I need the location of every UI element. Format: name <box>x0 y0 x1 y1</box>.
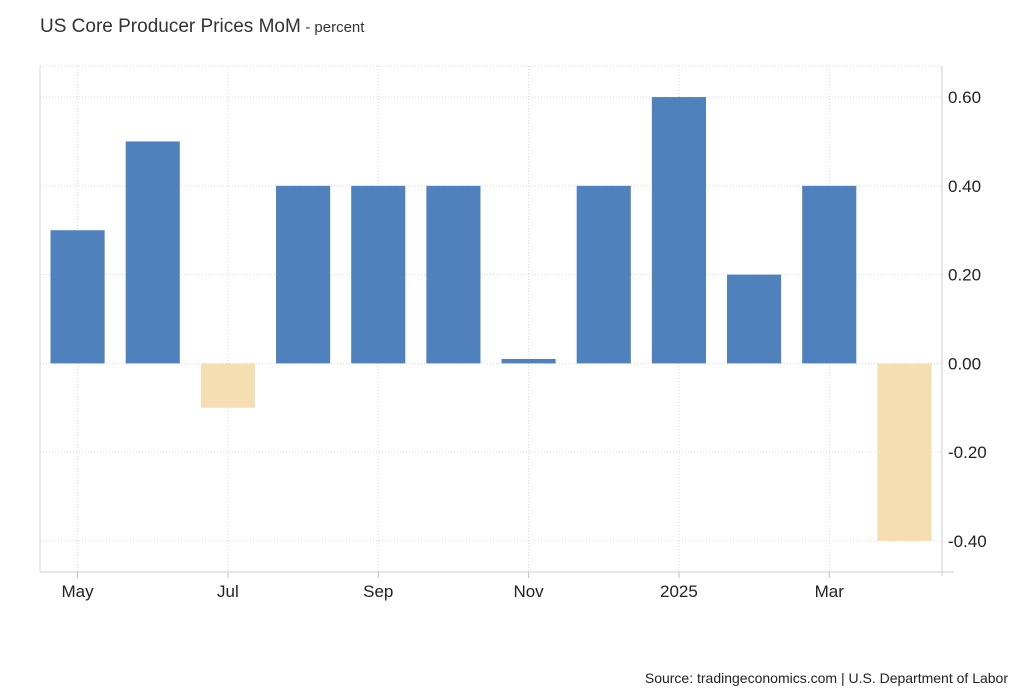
bar-2024-10[interactable] <box>426 185 481 364</box>
bar-2024-07[interactable] <box>200 363 255 408</box>
bar-2024-08[interactable] <box>276 185 331 364</box>
y-tick-label: 0.60 <box>948 88 981 107</box>
bar-chart: -0.40 -0.20 0.00 0.20 0.40 0.60 May Jul Sep Nov 20… <box>39 65 987 601</box>
y-tick-label: 0.00 <box>948 354 981 373</box>
bar-2025-03[interactable] <box>802 185 857 364</box>
y-tick-label: -0.40 <box>948 532 987 551</box>
y-tick-label: -0.20 <box>948 443 987 462</box>
source-note: Source: tradingeconomics.com | U.S. Depa… <box>644 670 1008 686</box>
bar-2024-06[interactable] <box>125 141 180 364</box>
y-tick-label: 0.40 <box>948 177 981 196</box>
bar-2025-04[interactable] <box>877 363 932 541</box>
bar-2024-12[interactable] <box>576 185 631 364</box>
bar-2025-01[interactable] <box>651 97 706 364</box>
bar-layer <box>50 97 932 541</box>
axis-layer: -0.40 -0.20 0.00 0.20 0.40 0.60 May Jul Sep Nov 20… <box>40 66 987 601</box>
bar-2024-09[interactable] <box>351 185 406 364</box>
bar-2025-02[interactable] <box>727 274 782 364</box>
chart-header: US Core Producer Prices MoM - percent <box>40 16 364 38</box>
x-tick-label: Sep <box>363 582 393 601</box>
x-tick-label: Mar <box>815 582 845 601</box>
bar-2024-11[interactable] <box>501 358 556 364</box>
x-tick-label: Jul <box>217 582 239 601</box>
bar-2024-05[interactable] <box>50 230 105 364</box>
chart-title: US Core Producer Prices MoM <box>40 16 301 37</box>
chart-unit: - percent <box>305 19 365 36</box>
x-tick-label: May <box>62 582 95 601</box>
x-tick-label: 2025 <box>660 582 698 601</box>
x-tick-label: Nov <box>513 582 544 601</box>
y-tick-label: 0.20 <box>948 266 981 285</box>
